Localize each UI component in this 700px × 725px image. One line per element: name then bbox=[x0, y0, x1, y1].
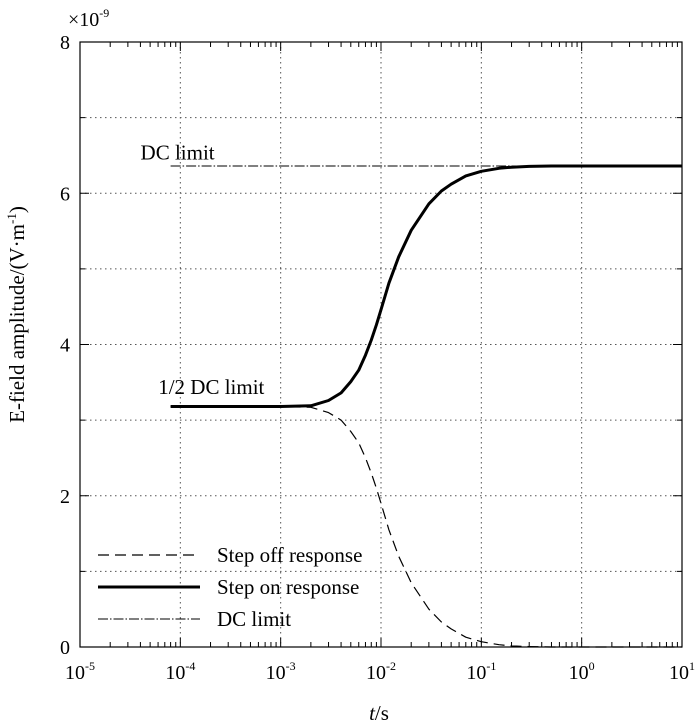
y-tick-label: 2 bbox=[60, 486, 70, 508]
x-tick-label: 10-3 bbox=[266, 659, 296, 684]
annotation-label: 1/2 DC limit bbox=[158, 375, 264, 399]
legend-label: Step on response bbox=[217, 575, 359, 599]
annotation-label: DC limit bbox=[141, 141, 215, 165]
x-tick-label: 10-2 bbox=[366, 659, 396, 684]
legend: Step off response Step on response DC limi… bbox=[98, 543, 362, 631]
y-tick-label: 8 bbox=[60, 32, 70, 54]
y-tick-label: 4 bbox=[60, 335, 70, 357]
x-tick-label: 100 bbox=[569, 659, 595, 684]
grid bbox=[80, 42, 682, 647]
x-tick-label: 10-4 bbox=[165, 659, 195, 684]
ticks: 10-5 10-4 10-3 10-2 10-1 100 101 0 2 4 6 8 bbox=[60, 32, 695, 684]
legend-label: Step off response bbox=[217, 543, 362, 567]
series-line-solid bbox=[170, 164, 682, 408]
y-tick-label: 6 bbox=[60, 183, 70, 205]
x-axis-title: t/s bbox=[369, 701, 389, 725]
y-axis-title: E-field amplitude/(V·m-1) bbox=[4, 206, 29, 423]
y-multiplier-label: ×10-9 bbox=[68, 6, 109, 31]
x-tick-label: 10-1 bbox=[466, 659, 496, 684]
annotations: DC limit 1/2 DC limit bbox=[141, 141, 265, 399]
y-tick-label: 0 bbox=[60, 637, 70, 659]
x-tick-label: 101 bbox=[669, 659, 695, 684]
x-tick-label: 10-5 bbox=[65, 659, 95, 684]
legend-label: DC limit bbox=[217, 607, 291, 631]
